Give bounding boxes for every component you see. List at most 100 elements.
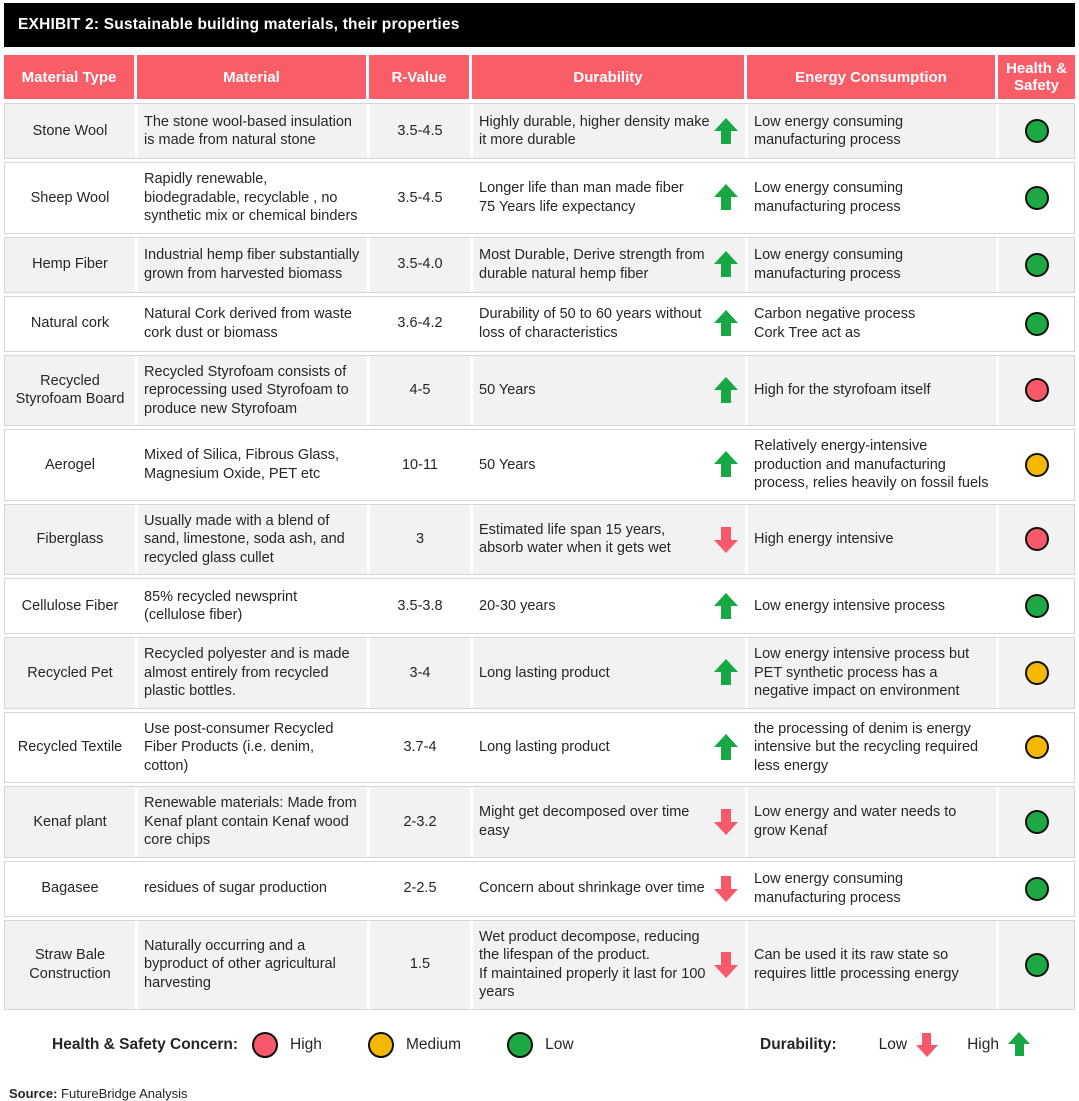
health-status-dot-icon (1024, 594, 1049, 618)
material-cell: 85% recycled newsprint (cellulose fiber) (138, 579, 367, 633)
table-row: Recycled Textile Use post-consumer Recyc… (4, 711, 1075, 783)
low-dot-icon (507, 1031, 534, 1058)
material-type-cell: Natural cork (5, 296, 135, 351)
durability-cell: Highly durable, higher density make it m… (473, 104, 745, 158)
exhibit-title-bar: EXHIBIT 2: Sustainable building material… (4, 3, 1075, 47)
durability-cell: Concern about shrinkage over time (473, 861, 745, 916)
legend-medium-label: Medium (405, 1035, 462, 1053)
health-safety-cell (999, 638, 1074, 708)
durability-trend-arrow-icon (713, 117, 739, 145)
r-value-cell: 3.7-4 (370, 712, 470, 782)
health-status-dot-icon (1024, 252, 1049, 277)
table-row: Sheep Wool Rapidly renewable, biodegrada… (4, 162, 1075, 234)
source-text: FutureBridge Analysis (61, 1085, 188, 1101)
up-arrow-icon (1007, 1032, 1031, 1057)
material-type-cell: Straw Bale Construction (5, 920, 135, 1009)
table-row: Recycled Pet Recycled polyester and is m… (4, 637, 1075, 709)
table-header-row: Material Type Material R-Value Durabilit… (4, 55, 1075, 99)
energy-consumption-cell: High energy intensive (748, 504, 996, 574)
health-safety-cell (999, 430, 1074, 500)
durability-text: 50 Years (479, 382, 536, 398)
durability-text: Longer life than man made fiber 75 Years… (479, 180, 684, 215)
durability-cell: Might get decomposed over time easy (473, 787, 745, 857)
health-status-dot-icon (1024, 378, 1049, 403)
energy-consumption-cell: Low energy consuming manufacturing proce… (748, 861, 996, 916)
durability-cell: Long lasting product (473, 638, 745, 708)
durability-cell: Most Durable, Derive strength from durab… (473, 237, 745, 292)
header-material: Material (137, 55, 366, 99)
durability-text: Highly durable, higher density make it m… (479, 113, 710, 149)
material-type-cell: Cellulose Fiber (5, 579, 135, 633)
material-type-cell: Recycled Styrofoam Board (5, 355, 135, 425)
source-label: Source: (9, 1085, 58, 1101)
table-row: Aerogel Mixed of Silica, Fibrous Glass, … (4, 429, 1075, 501)
table-row: Recycled Styrofoam Board Recycled Styrof… (4, 354, 1075, 426)
health-safety-cell (999, 861, 1074, 916)
material-cell: residues of sugar production (138, 861, 367, 916)
health-status-dot-icon (1024, 311, 1049, 336)
durability-text: Durability of 50 to 60 years without los… (479, 306, 702, 341)
health-safety-legend: Health & Safety Concern: High Medium Low (52, 1031, 620, 1058)
health-status-dot-icon (1024, 119, 1049, 143)
material-cell: Rapidly renewable, biodegradable, recycl… (138, 163, 367, 233)
material-cell: Recycled polyester and is made almost en… (138, 638, 367, 708)
legend-low-label: Low (545, 1035, 574, 1053)
durability-text: Long lasting product (479, 739, 610, 755)
durability-trend-arrow-icon (713, 184, 739, 211)
material-cell: Recycled Styrofoam consists of reprocess… (138, 355, 367, 425)
durability-trend-arrow-icon (713, 526, 739, 553)
durability-trend-arrow-icon (713, 733, 739, 761)
energy-consumption-cell: Relatively energy-intensive production a… (748, 430, 996, 500)
health-safety-cell (999, 504, 1074, 574)
energy-consumption-cell: Can be used it its raw state so requires… (748, 920, 996, 1009)
durability-trend-arrow-icon (713, 808, 739, 835)
r-value-cell: 2-2.5 (370, 861, 470, 916)
material-cell: Usually made with a blend of sand, limes… (138, 504, 367, 574)
health-safety-cell (999, 920, 1074, 1009)
durability-cell: 50 Years (473, 355, 745, 425)
health-safety-cell (999, 579, 1074, 633)
r-value-cell: 10-11 (370, 430, 470, 500)
durability-trend-arrow-icon (713, 310, 739, 337)
down-arrow-icon (915, 1032, 939, 1057)
table-body: Stone Wool The stone wool-based insulati… (4, 103, 1075, 1010)
durability-trend-arrow-icon (713, 951, 739, 978)
durability-low-label: Low (878, 1035, 908, 1053)
header-health-safety: Health & Safety (998, 55, 1075, 99)
material-cell: Natural Cork derived from waste cork dus… (138, 296, 367, 351)
health-status-dot-icon (1024, 809, 1049, 834)
r-value-cell: 4-5 (370, 355, 470, 425)
table-row: Stone Wool The stone wool-based insulati… (4, 103, 1075, 159)
material-cell: Mixed of Silica, Fibrous Glass, Magnesiu… (138, 430, 367, 500)
table-row: Hemp Fiber Industrial hemp fiber substan… (4, 236, 1075, 293)
energy-consumption-cell: Low energy consuming manufacturing proce… (748, 104, 996, 158)
health-status-dot-icon (1024, 660, 1049, 685)
durability-trend-arrow-icon (713, 251, 739, 278)
health-status-dot-icon (1024, 735, 1049, 760)
durability-legend: Durability: Low High (760, 1032, 1031, 1057)
legend-item-high: High (252, 1031, 322, 1058)
energy-consumption-cell: the processing of denim is energy intens… (748, 712, 996, 782)
material-type-cell: Sheep Wool (5, 163, 135, 233)
r-value-cell: 3 (370, 504, 470, 574)
durability-cell: 20-30 years (473, 579, 745, 633)
legend-item-durability-high: High (967, 1032, 1031, 1057)
header-energy-consumption: Energy Consumption (747, 55, 995, 99)
material-cell: Naturally occurring and a byproduct of o… (138, 920, 367, 1009)
material-cell: Use post-consumer Recycled Fiber Product… (138, 712, 367, 782)
r-value-cell: 3-4 (370, 638, 470, 708)
energy-consumption-cell: Low energy and water needs to grow Kenaf (748, 787, 996, 857)
health-status-dot-icon (1024, 952, 1049, 977)
exhibit-title: EXHIBIT 2: Sustainable building material… (18, 16, 460, 33)
legend: Health & Safety Concern: High Medium Low… (4, 1010, 1075, 1058)
energy-consumption-cell: High for the styrofoam itself (748, 355, 996, 425)
durability-text: 50 Years (479, 456, 536, 473)
durability-trend-arrow-icon (713, 376, 739, 404)
durability-text: 20-30 years (479, 597, 556, 614)
durability-high-label: High (967, 1035, 999, 1053)
material-type-cell: Bagasee (5, 861, 135, 916)
r-value-cell: 3.5-3.8 (370, 579, 470, 633)
r-value-cell: 3.5-4.5 (370, 163, 470, 233)
material-type-cell: Recycled Textile (5, 712, 135, 782)
durability-cell: Longer life than man made fiber 75 Years… (473, 163, 745, 233)
